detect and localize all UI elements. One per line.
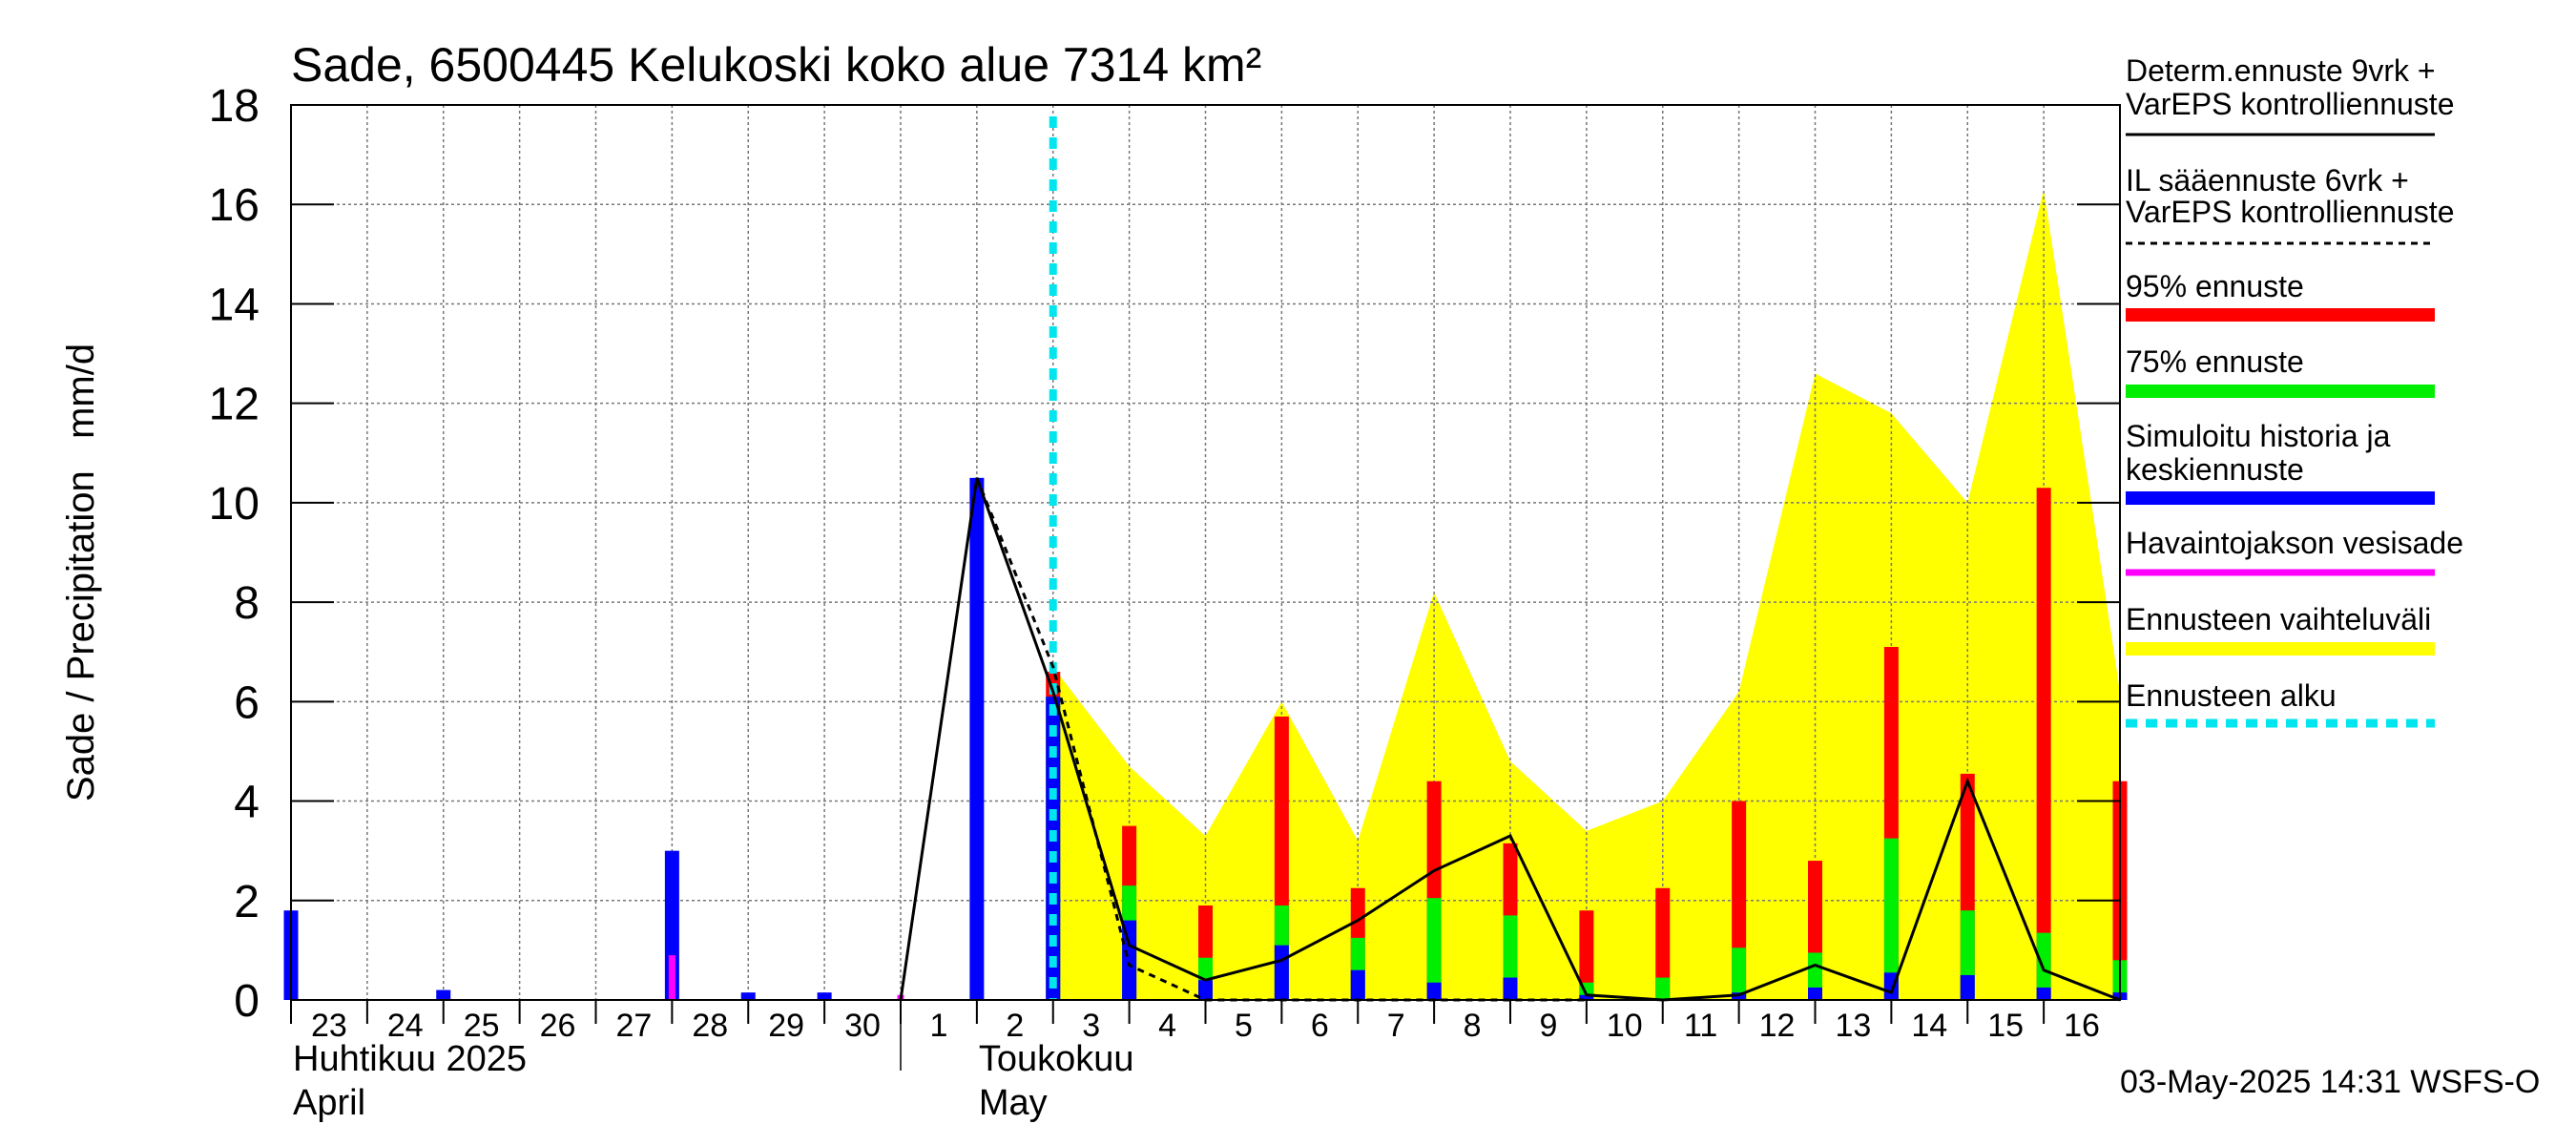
bar-mean: [1426, 982, 1442, 1000]
x-tick-label: 28: [692, 1008, 728, 1044]
x-tick-label: 7: [1387, 1008, 1405, 1044]
legend-label: Ennusteen alku: [2126, 678, 2337, 713]
bar-mean: [969, 477, 985, 1000]
legend-label: keskiennuste: [2126, 452, 2304, 487]
y-tick-label: 2: [234, 877, 260, 927]
bar-p95: [1579, 910, 1594, 1000]
x-tick-label: 3: [1082, 1008, 1100, 1044]
month-label: Toukokuu: [979, 1039, 1134, 1079]
y-tick-label: 14: [209, 280, 260, 330]
bar-mean: [740, 992, 756, 1000]
bar-p95: [1655, 887, 1671, 1000]
x-tick-label: 14: [1911, 1008, 1947, 1044]
bar-mean: [1122, 920, 1137, 1000]
x-tick-label: 23: [311, 1008, 347, 1044]
y-tick-label: 12: [209, 380, 260, 430]
x-tick-label: 10: [1607, 1008, 1643, 1044]
chart-title: Sade, 6500445 Kelukoski koko alue 7314 k…: [291, 38, 1261, 92]
legend-label: Determ.ennuste 9vrk +: [2126, 53, 2436, 88]
bar-p75: [1732, 947, 1747, 1000]
bar-mean: [1960, 974, 1975, 1000]
legend-label: Ennusteen vaihteluväli: [2126, 602, 2431, 636]
x-tick-label: 9: [1539, 1008, 1557, 1044]
x-tick-label: 16: [2064, 1008, 2100, 1044]
footer-timestamp: 03-May-2025 14:31 WSFS-O: [2120, 1064, 2540, 1100]
x-tick-label: 2: [1006, 1008, 1024, 1044]
bar-mean: [436, 989, 451, 1000]
bar-observed: [668, 955, 675, 1000]
legend-label: IL sääennuste 6vrk +: [2126, 163, 2409, 198]
legend-label: VarEPS kontrolliennuste: [2126, 87, 2454, 121]
x-tick-label: 24: [387, 1008, 424, 1044]
x-tick-label: 29: [768, 1008, 804, 1044]
bar-mean: [1046, 697, 1061, 1000]
determ-forecast-line: [899, 477, 2121, 1002]
x-tick-label: 27: [616, 1008, 653, 1044]
x-tick-label: 8: [1464, 1008, 1482, 1044]
x-tick-label: 15: [1987, 1008, 2024, 1044]
x-tick-label: 30: [844, 1008, 881, 1044]
y-tick-label: 6: [234, 677, 260, 728]
bar-mean: [1579, 994, 1594, 1000]
legend-label: Havaintojakson vesisade: [2126, 526, 2463, 560]
legend-label: 95% ennuste: [2126, 269, 2304, 303]
legend-label: Simuloitu historia ja: [2126, 419, 2391, 453]
month-label-en: May: [979, 1083, 1048, 1123]
bar-mean: [1808, 987, 1822, 1000]
bar-p75: [1883, 838, 1899, 1000]
bar-mean: [2036, 987, 2051, 1000]
legend: Determ.ennuste 9vrk +VarEPS kontrollienn…: [2126, 53, 2463, 728]
month-label: Huhtikuu 2025: [293, 1039, 527, 1079]
ensemble-range-layer: [1052, 189, 2120, 1001]
y-axis-label: Sade / Precipitation mm/d: [60, 344, 102, 802]
y-tick-label: 16: [209, 180, 260, 231]
y-tick-label: 8: [234, 578, 260, 629]
bar-mean: [664, 850, 679, 1000]
bar-mean: [1274, 945, 1289, 1000]
bar-mean: [1503, 977, 1518, 1000]
legend-label: 75% ennuste: [2126, 344, 2304, 379]
y-tick-label: 10: [209, 479, 260, 530]
x-tick-label: 1: [929, 1008, 947, 1044]
month-label-en: April: [293, 1083, 365, 1123]
bar-p75: [1655, 977, 1671, 1000]
bar-mean: [1198, 980, 1213, 1000]
y-tick-label: 4: [234, 778, 260, 828]
x-tick-label: 5: [1235, 1008, 1253, 1044]
x-tick-label: 12: [1759, 1008, 1796, 1044]
x-tick-label: 6: [1311, 1008, 1329, 1044]
x-tick-label: 13: [1836, 1008, 1872, 1044]
y-tick-label: 0: [234, 976, 260, 1027]
x-tick-label: 26: [540, 1008, 576, 1044]
legend-label: VarEPS kontrolliennuste: [2126, 195, 2454, 229]
bar-p95: [2036, 488, 2051, 1000]
bar-p75: [1426, 898, 1442, 1000]
x-tick-label: 11: [1684, 1008, 1717, 1044]
ensemble-range-area: [1052, 189, 2120, 1001]
y-tick-label: 18: [209, 81, 260, 132]
bar-mean: [817, 992, 832, 1000]
x-tick-label: 25: [464, 1008, 500, 1044]
bar-mean: [1350, 969, 1365, 1000]
x-tick-label: 4: [1158, 1008, 1176, 1044]
